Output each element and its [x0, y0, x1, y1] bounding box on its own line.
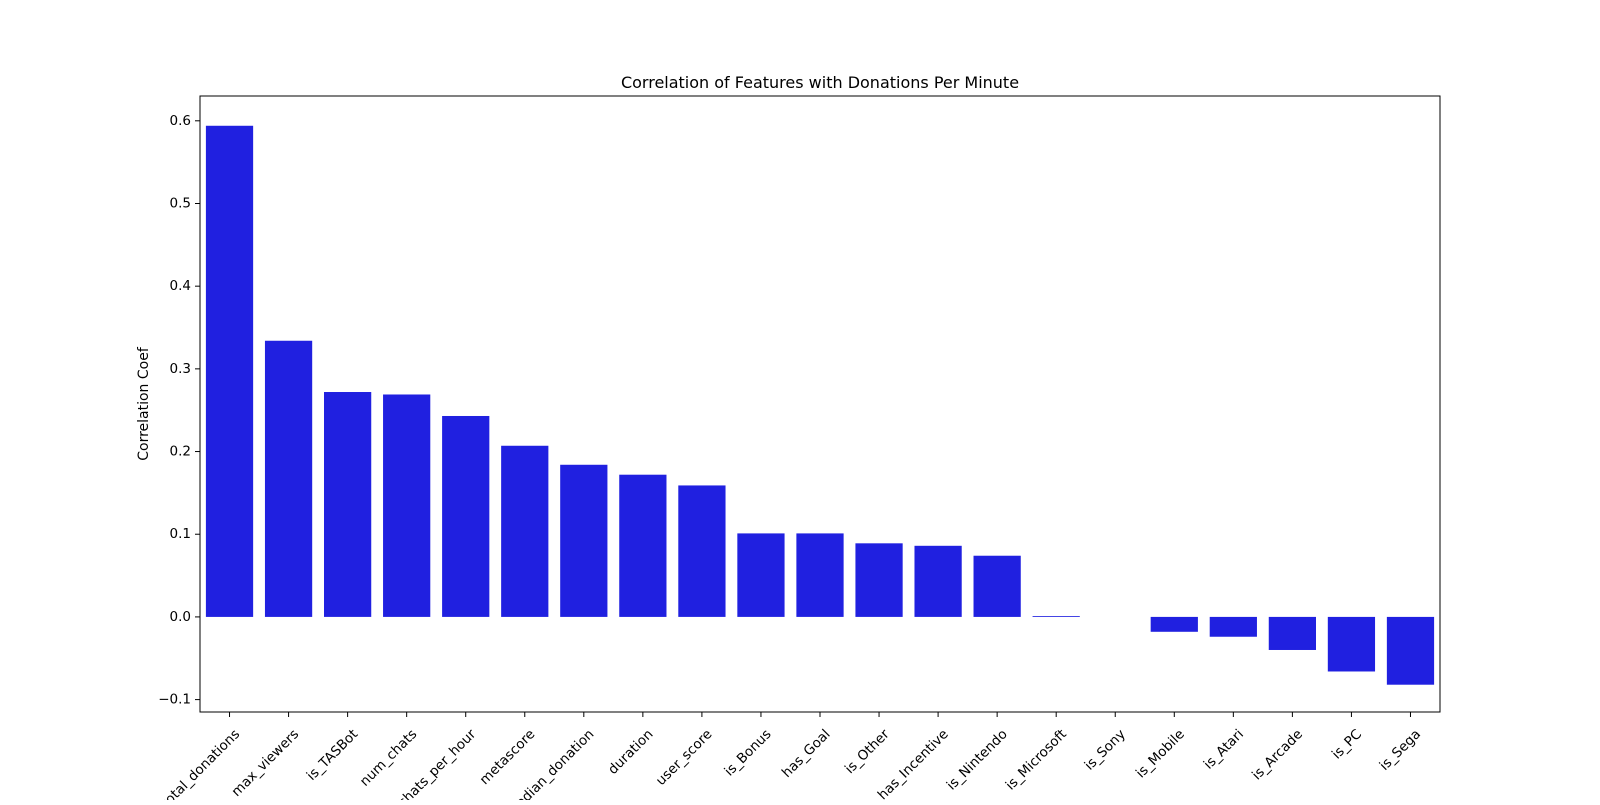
x-tick-label: is_Sony	[1082, 726, 1129, 773]
y-tick-label: 0.5	[170, 195, 191, 211]
bar-is_Sega	[1386, 616, 1435, 685]
x-tick-label: is_Bonus	[721, 726, 774, 779]
x-tick-label: is_Nintendo	[944, 726, 1011, 793]
bar-chats_per_hour	[442, 415, 490, 617]
x-tick-label: is_PC	[1329, 726, 1365, 762]
bar-has_Incentive	[914, 545, 962, 617]
bar-is_PC	[1327, 616, 1376, 672]
x-tick-label: metascore	[477, 726, 539, 788]
plot-frame	[199, 95, 1441, 713]
y-tick-label: −0.1	[158, 692, 191, 708]
x-tick-label: num_chats	[357, 726, 420, 789]
bar-is_Atari	[1209, 616, 1257, 637]
y-tick-label: 0.1	[170, 526, 191, 542]
bar-max_viewers	[264, 340, 313, 617]
y-tick-label: 0.2	[170, 444, 191, 460]
bar-num_chats	[383, 394, 431, 617]
bars-group	[205, 125, 1435, 685]
y-tick-label: 0.3	[170, 361, 191, 377]
chart-title: Correlation of Features with Donations P…	[621, 73, 1019, 92]
x-tick-label: user_score	[653, 726, 716, 789]
y-tick-label: 0.4	[170, 278, 191, 294]
bar-is_Microsoft	[1032, 616, 1080, 617]
bar-user_score	[678, 485, 726, 617]
bar-is_Other	[855, 543, 903, 617]
y-tick-label: 0.0	[170, 609, 191, 625]
x-tick-label: is_Sega	[1377, 726, 1425, 774]
bar-is_Nintendo	[973, 555, 1021, 617]
bar-duration	[619, 474, 667, 617]
bar-is_Arcade	[1268, 616, 1316, 650]
x-tick-label: is_Atari	[1201, 726, 1247, 772]
x-tick-label: has_Goal	[779, 726, 834, 781]
x-tick-label: duration	[605, 726, 656, 777]
x-tick-label: is_Other	[842, 726, 893, 777]
x-tick-label: is_TASBot	[304, 726, 362, 784]
bar-median_donation	[560, 464, 608, 617]
y-axis-label: Correlation Coef	[136, 346, 152, 461]
x-tick-label: is_Mobile	[1133, 726, 1188, 781]
bar-is_TASBot	[324, 392, 372, 617]
y-tick-label: 0.6	[170, 113, 191, 129]
bar-is_Bonus	[737, 533, 785, 617]
bar-total_donations	[205, 125, 254, 617]
y-ticks-group: −0.1 0.0 0.1 0.2 0.3 0.4 0.5 0.6	[158, 113, 200, 708]
bar-is_Mobile	[1150, 616, 1198, 632]
x-tick-label: is_Arcade	[1249, 726, 1306, 783]
bar-has_Goal	[796, 533, 844, 617]
bar-metascore	[501, 445, 549, 617]
x-tick-label: is_Microsoft	[1003, 726, 1070, 793]
